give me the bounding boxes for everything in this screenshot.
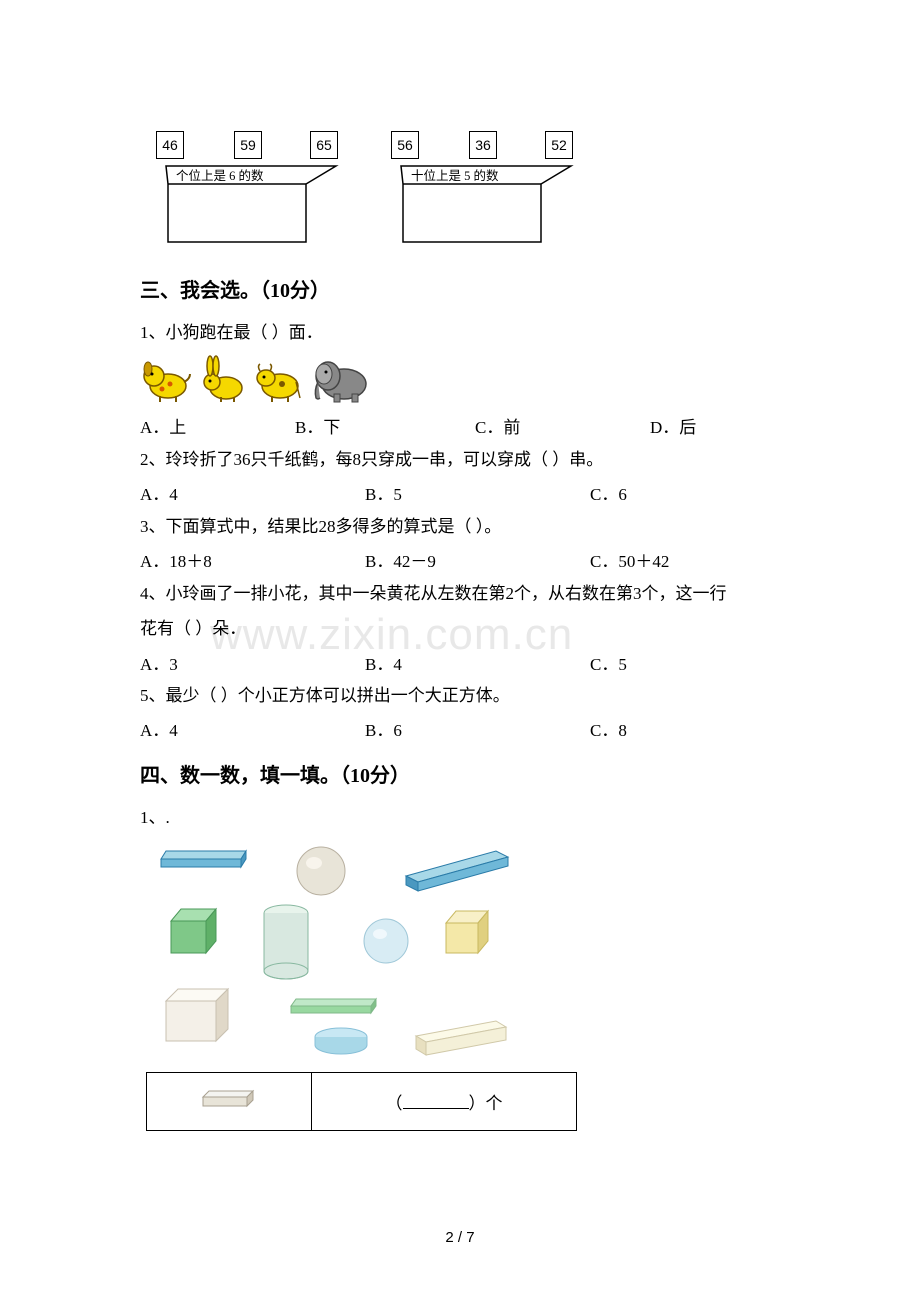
count-suffix: ）个 bbox=[469, 1094, 503, 1113]
dog-icon bbox=[140, 354, 194, 404]
sort-group-right: 56 36 52 十位上是 5 的数 bbox=[391, 130, 581, 244]
q3-text: 3、下面算式中，结果比28多得多的算式是（ ）。 bbox=[140, 511, 780, 542]
opt-b: B．5 bbox=[365, 479, 590, 510]
blank-underline bbox=[403, 1095, 469, 1109]
funnel-label-right: 十位上是 5 的数 bbox=[411, 168, 499, 183]
opt-a: A．18＋8 bbox=[140, 546, 365, 577]
opt-a: A．上 bbox=[140, 412, 295, 443]
q5-text: 5、最少（ ）个小正方体可以拼出一个大正方体。 bbox=[140, 680, 780, 711]
disk-blue bbox=[315, 1028, 367, 1054]
sort-group-left: 46 59 65 个位上是 6 的数 bbox=[156, 130, 346, 244]
num-box: 52 bbox=[545, 131, 573, 159]
q4-text-a: 4、小玲画了一排小花，其中一朵黄花从左数在第2个，从右数在第3个，这一行 bbox=[140, 578, 780, 609]
num-box: 36 bbox=[469, 131, 497, 159]
opt-c: C．50＋42 bbox=[590, 546, 669, 577]
sphere-1 bbox=[297, 847, 345, 895]
opt-a: A．3 bbox=[140, 649, 365, 680]
section3-heading: 三、我会选。（10分） bbox=[140, 274, 780, 303]
num-box: 46 bbox=[156, 131, 184, 159]
sphere-2 bbox=[364, 919, 408, 963]
num-row-left: 46 59 65 bbox=[156, 130, 346, 160]
opt-c: C．6 bbox=[590, 479, 627, 510]
cow-icon bbox=[252, 354, 306, 404]
q2-options: A．4 B．5 C．6 bbox=[140, 479, 780, 510]
num-box: 56 bbox=[391, 131, 419, 159]
funnel-label-left: 个位上是 6 的数 bbox=[176, 168, 264, 183]
shape-count-table: （ ）个 bbox=[146, 1072, 577, 1131]
cuboid-white bbox=[166, 989, 228, 1041]
cube-green bbox=[171, 909, 216, 953]
q4-text-b: 花有（ ）朵． bbox=[140, 613, 780, 644]
opt-a: A．4 bbox=[140, 715, 365, 746]
q5-options: A．4 B．6 C．8 bbox=[140, 715, 780, 746]
opt-d: D．后 bbox=[650, 412, 696, 443]
td-icon bbox=[147, 1073, 312, 1131]
cuboid-icon bbox=[199, 1089, 259, 1109]
q1-text: 1、小狗跑在最（ ）面． bbox=[140, 317, 780, 348]
section4-heading: 四、数一数，填一填。（10分） bbox=[140, 759, 780, 788]
opt-a: A．4 bbox=[140, 479, 365, 510]
num-box: 65 bbox=[310, 131, 338, 159]
sort-diagram: 46 59 65 个位上是 6 的数 56 36 52 十 bbox=[156, 130, 780, 244]
q4-options: A．3 B．4 C．5 bbox=[140, 649, 780, 680]
num-box: 59 bbox=[234, 131, 262, 159]
funnel-right: 十位上是 5 的数 bbox=[391, 164, 581, 244]
flat-rect-green bbox=[291, 999, 376, 1013]
long-cuboid-blue bbox=[406, 851, 508, 891]
opt-c: C．5 bbox=[590, 649, 627, 680]
opt-b: B．6 bbox=[365, 715, 590, 746]
opt-c: C．前 bbox=[475, 412, 650, 443]
shapes-svg bbox=[146, 841, 546, 1061]
q1-options: A．上 B．下 C．前 D．后 bbox=[140, 412, 780, 443]
opt-b: B．4 bbox=[365, 649, 590, 680]
funnel-left: 个位上是 6 的数 bbox=[156, 164, 346, 244]
elephant-icon bbox=[308, 354, 372, 404]
cuboid-cream bbox=[416, 1021, 506, 1055]
q2-text: 2、玲玲折了36只千纸鹤，每8只穿成一串，可以穿成（ ）串。 bbox=[140, 444, 780, 475]
td-count: （ ）个 bbox=[312, 1073, 577, 1131]
animals-row bbox=[140, 354, 780, 404]
page-content: 46 59 65 个位上是 6 的数 56 36 52 十 bbox=[140, 130, 780, 1131]
cylinder bbox=[264, 905, 308, 979]
rabbit-icon bbox=[196, 354, 250, 404]
count-prefix: （ bbox=[386, 1094, 403, 1113]
num-row-right: 56 36 52 bbox=[391, 130, 581, 160]
table-row: （ ）个 bbox=[147, 1073, 577, 1131]
opt-b: B．下 bbox=[295, 412, 475, 443]
page-number: 2 / 7 bbox=[0, 1229, 920, 1246]
thin-cuboid-blue bbox=[161, 851, 246, 867]
q3-options: A．18＋8 B．42－9 C．50＋42 bbox=[140, 546, 780, 577]
opt-b: B．42－9 bbox=[365, 546, 590, 577]
shapes-diagram: （ ）个 bbox=[146, 841, 780, 1131]
q4-1-label: 1、. bbox=[140, 802, 780, 833]
cube-yellow bbox=[446, 911, 488, 953]
opt-c: C．8 bbox=[590, 715, 627, 746]
